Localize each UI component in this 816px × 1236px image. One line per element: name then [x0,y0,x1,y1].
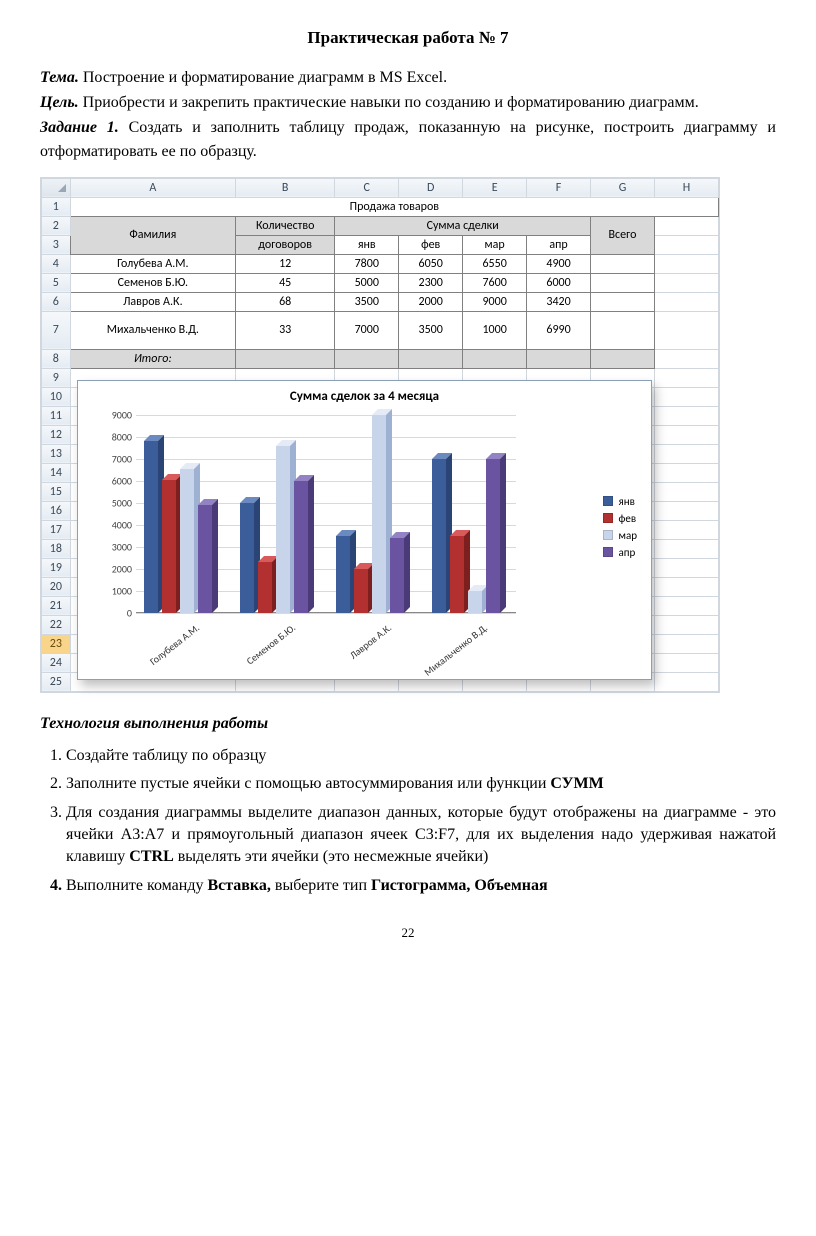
y-tick-label: 9000 [96,408,132,421]
x-category-label: Лавров А.К. [315,621,394,687]
cel-label: Цель. [40,94,79,111]
bar-mar [276,446,290,613]
step-4-text-a: Выполните команду [66,877,207,894]
bar-feb [258,562,272,613]
legend-item-mar: мар [603,529,638,542]
y-tick-label: 6000 [96,474,132,487]
legend-item-jan: янв [603,495,638,508]
bar-jan [144,441,158,613]
y-tick-label: 8000 [96,430,132,443]
x-category-label: Семенов Б.Ю. [219,621,298,687]
cel-line: Цель. Приобрести и закрепить практически… [40,91,776,114]
legend-label: мар [619,529,638,542]
x-category-label: Голубева А.М. [123,621,202,687]
excel-screenshot: ABCDEFGH1Продажа товаров2ФамилияКоличест… [40,177,720,693]
y-tick-label: 1000 [96,584,132,597]
y-tick-label: 3000 [96,540,132,553]
tema-label: Тема. [40,69,79,86]
bar-jan [240,503,254,613]
bar-apr [390,538,404,613]
step-1-text: Создайте таблицу по образцу [66,747,266,764]
bar-mar [372,415,386,613]
step-2-text-b: СУММ [550,775,603,792]
step-1: Создайте таблицу по образцу [66,745,776,767]
steps-list: Создайте таблицу по образцу Заполните пу… [46,745,776,897]
bar-feb [450,536,464,613]
step-4-text-c: выберите тип [271,877,371,894]
bar-feb [162,480,176,613]
zad-label: Задание 1. [40,119,119,136]
y-tick-label: 5000 [96,496,132,509]
chart-title: Сумма сделок за 4 месяца [78,381,651,404]
cel-text: Приобрести и закрепить практические навы… [79,94,699,111]
bar-feb [354,569,368,613]
zadanie-line: Задание 1. Создать и заполнить таблицу п… [40,116,776,162]
legend-swatch [603,496,613,506]
step-2-text-a: Заполните пустые ячейки с помощью автосу… [66,775,550,792]
doc-title: Практическая работа № 7 [40,28,776,48]
legend-swatch [603,530,613,540]
chart-plot-area [136,415,516,613]
step-4-text-d: Гистограмма, Объемная [371,877,548,894]
step-3-text-c: выделять эти ячейки (это несмежные ячейк… [174,848,489,865]
tech-heading: Технология выполнения работы [40,715,776,733]
y-tick-label: 0 [96,606,132,619]
step-3: Для создания диаграммы выделите диапазон… [66,802,776,869]
page-number: 22 [40,925,776,941]
x-category-label: Михальченко В.Д. [411,621,490,687]
bar-apr [294,481,308,613]
legend-item-apr: апр [603,546,638,559]
legend-item-feb: фев [603,512,638,525]
y-tick-label: 2000 [96,562,132,575]
y-tick-label: 7000 [96,452,132,465]
chart-container: Сумма сделок за 4 месяца янв фев мар апр 0 1… [77,380,652,680]
chart-legend: янв фев мар апр [603,491,638,563]
bar-mar [180,469,194,613]
step-2: Заполните пустые ячейки с помощью автосу… [66,773,776,795]
legend-label: апр [619,546,636,559]
legend-label: фев [619,512,637,525]
legend-label: янв [619,495,635,508]
step-4-text-b: Вставка, [207,877,270,894]
legend-swatch [603,513,613,523]
tema-line: Тема. Построение и форматирование диагра… [40,66,776,89]
legend-swatch [603,547,613,557]
step-3-text-b: CTRL [129,848,173,865]
zad-text: Создать и заполнить таблицу продаж, пока… [40,119,776,159]
bar-jan [336,536,350,613]
tema-text: Построение и форматирование диаграмм в M… [79,69,447,86]
bar-apr [198,505,212,613]
bar-apr [486,459,500,613]
step-4: Выполните команду Вставка, выберите тип … [66,875,776,897]
bar-mar [468,591,482,613]
y-tick-label: 4000 [96,518,132,531]
bar-jan [432,459,446,613]
